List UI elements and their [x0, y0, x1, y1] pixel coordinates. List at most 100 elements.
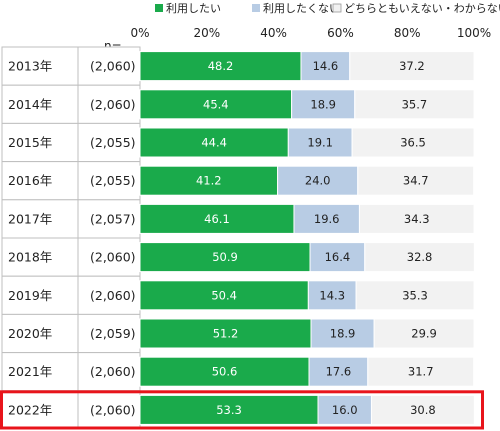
row-label-box [1, 352, 141, 392]
row-n-label: (2,060) [90, 288, 136, 303]
bar-segment [293, 203, 360, 234]
axis-tick-label: 0% [130, 26, 149, 40]
data-label: 32.8 [407, 250, 433, 264]
row-label-box [1, 275, 141, 315]
data-label: 36.5 [400, 136, 426, 150]
row-year-label: 2014年 [8, 97, 52, 112]
data-label: 45.4 [203, 97, 229, 111]
bar-segment [364, 242, 475, 273]
data-label: 37.2 [399, 59, 425, 73]
data-label: 24.0 [305, 174, 331, 188]
bar-segment [310, 318, 375, 349]
bar-segment [139, 127, 289, 158]
data-label: 50.6 [212, 365, 238, 379]
data-label: 41.2 [196, 174, 222, 188]
bar-segment [355, 280, 475, 311]
row-n-label: (2,060) [90, 250, 136, 265]
chart-row: 2021年 (2,060) 50.6 17.6 31.7 [1, 352, 475, 392]
bar-segment [367, 356, 475, 387]
chart-row: 2016年 (2,055) 41.2 24.0 34.7 [1, 161, 475, 201]
bar-segment [139, 318, 312, 349]
row-n-label: (2,060) [90, 402, 136, 417]
chart-rows: 2013年 (2,060) 48.2 14.6 37.2 2014年 (2,060) 45.4… [0, 46, 484, 430]
row-n-label: (2,057) [90, 211, 136, 226]
row-label-box [1, 122, 141, 163]
row-label-box [1, 84, 141, 124]
legend: 利用したい 利用したくない どちらともいえない・わからない [155, 2, 500, 15]
data-label: 34.7 [403, 174, 429, 188]
data-label: 16.4 [325, 250, 351, 264]
bar-segment [354, 89, 475, 120]
row-year-label: 2018年 [8, 250, 52, 265]
chart-row: 2014年 (2,060) 45.4 18.9 35.7 [1, 84, 475, 124]
row-year-label: 2017年 [8, 211, 52, 226]
data-label: 44.4 [201, 136, 227, 150]
bar-segment [309, 242, 366, 273]
data-label: 50.9 [212, 250, 238, 264]
row-n-label: (2,055) [90, 135, 136, 150]
row-year-label: 2020年 [8, 326, 52, 341]
axis-tick-label: 100% [457, 26, 491, 40]
bar-segment [139, 280, 309, 311]
bar-segment [307, 280, 357, 311]
axis-tick-label: 60% [327, 26, 354, 40]
bar-segment [373, 318, 475, 349]
bar-segment [349, 51, 475, 82]
bar-segment [291, 89, 356, 120]
row-year-label: 2022年 [8, 402, 52, 417]
chart-row: 2017年 (2,057) 46.1 19.6 34.3 [1, 199, 475, 239]
bar-segment [139, 356, 310, 387]
data-label: 16.0 [332, 403, 358, 417]
bar-segment [357, 165, 475, 196]
data-label: 19.1 [307, 136, 333, 150]
chart-row: 2019年 (2,060) 50.4 14.3 35.3 [1, 275, 475, 315]
row-n-label: (2,060) [90, 59, 136, 74]
bar-segment [139, 165, 279, 196]
data-label: 35.3 [402, 288, 428, 302]
data-label: 17.6 [326, 365, 352, 379]
row-n-label: (2,055) [90, 173, 136, 188]
data-label: 35.7 [402, 97, 428, 111]
row-year-label: 2016年 [8, 173, 52, 188]
data-label: 18.9 [310, 97, 336, 111]
axis-tick-label: 40% [260, 26, 287, 40]
legend-label: 利用したくない [263, 2, 340, 15]
bar-segment [300, 51, 351, 82]
data-label: 31.7 [408, 365, 434, 379]
bar-segment [139, 51, 302, 82]
bar-segment [351, 127, 475, 158]
row-year-label: 2013年 [8, 59, 52, 74]
chart-row: 2018年 (2,060) 50.9 16.4 32.8 [1, 237, 475, 277]
chart-row: 2020年 (2,059) 51.2 18.9 29.9 [1, 313, 475, 354]
row-year-label: 2019年 [8, 288, 52, 303]
bar-segment [370, 394, 475, 425]
highlight-frame [0, 390, 484, 430]
legend-swatch [155, 4, 163, 12]
chart-row: 2015年 (2,055) 44.4 19.1 36.5 [1, 122, 475, 163]
data-label: 19.6 [314, 212, 340, 226]
row-year-label: 2015年 [8, 135, 52, 150]
data-label: 18.9 [330, 327, 356, 341]
row-n-label: (2,060) [90, 97, 136, 112]
row-label-box [1, 199, 141, 239]
data-label: 48.2 [208, 59, 234, 73]
data-label: 14.3 [319, 288, 345, 302]
data-label: 51.2 [213, 327, 239, 341]
axis-tick-label: 20% [193, 26, 220, 40]
data-label: 30.8 [410, 403, 436, 417]
bar-segment [358, 203, 475, 234]
legend-label: 利用したい [166, 2, 221, 15]
bar-segment [139, 242, 311, 273]
legend-swatch [332, 3, 342, 13]
data-label: 29.9 [411, 327, 437, 341]
data-label: 34.3 [404, 212, 430, 226]
axis-tick-label: 80% [394, 26, 421, 40]
data-label: 50.4 [211, 288, 237, 302]
row-label-box [1, 237, 141, 277]
chart-row: 2013年 (2,060) 48.2 14.6 37.2 [1, 46, 475, 86]
row-year-label: 2021年 [8, 364, 52, 379]
legend-swatch [252, 4, 260, 12]
row-n-label: (2,059) [90, 326, 136, 341]
percent-axis: n=0% 20% 40% 60% 80% 100% [104, 26, 491, 53]
